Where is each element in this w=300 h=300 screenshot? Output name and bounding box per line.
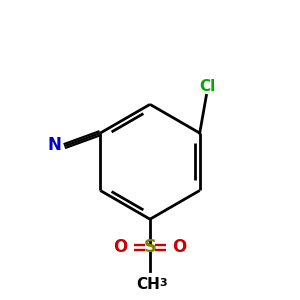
Text: 3: 3 bbox=[159, 278, 167, 288]
Text: O: O bbox=[113, 238, 128, 256]
Text: O: O bbox=[172, 238, 187, 256]
Text: N: N bbox=[47, 136, 61, 154]
Text: CH: CH bbox=[136, 277, 160, 292]
Text: S: S bbox=[143, 238, 157, 256]
Text: Cl: Cl bbox=[200, 79, 216, 94]
